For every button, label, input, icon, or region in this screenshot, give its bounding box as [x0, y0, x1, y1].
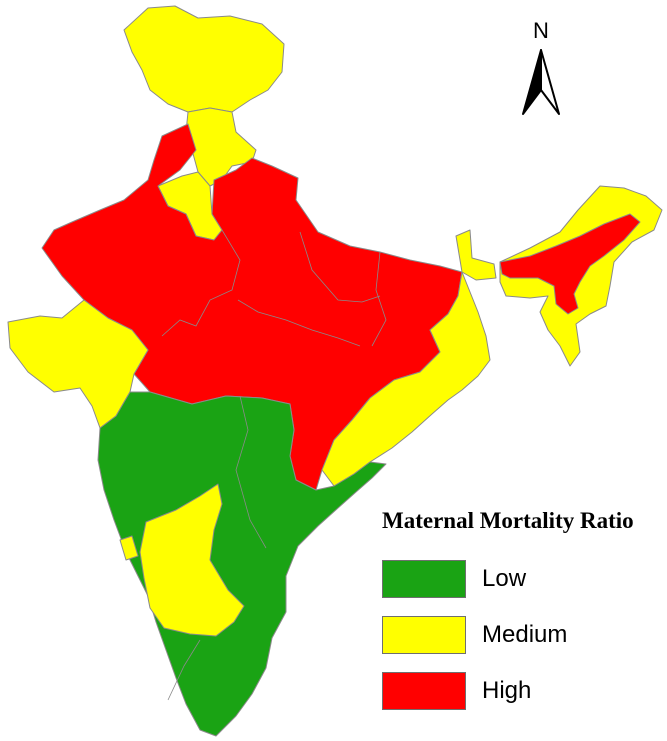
region-jammu-kashmir — [123, 5, 285, 113]
legend-item-low: Low — [382, 560, 667, 600]
legend-swatch-high — [382, 672, 466, 710]
legend-swatch-medium — [382, 616, 466, 654]
region-sikkim-wb-strip — [455, 229, 497, 281]
north-arrow-icon — [522, 49, 560, 115]
legend-label-low: Low — [482, 565, 527, 592]
legend-title: Maternal Mortality Ratio — [382, 508, 634, 533]
region-assam-high — [499, 213, 641, 315]
legend-label-medium: Medium — [482, 621, 568, 648]
legend-item-high: High — [382, 672, 667, 712]
north-arrow: N — [519, 18, 563, 118]
legend-label-high: High — [482, 677, 532, 704]
region-goa — [119, 535, 139, 561]
legend-item-medium: Medium — [382, 616, 667, 656]
region-karnataka — [139, 483, 245, 637]
north-letter: N — [533, 18, 549, 43]
legend-swatch-low — [382, 560, 466, 598]
